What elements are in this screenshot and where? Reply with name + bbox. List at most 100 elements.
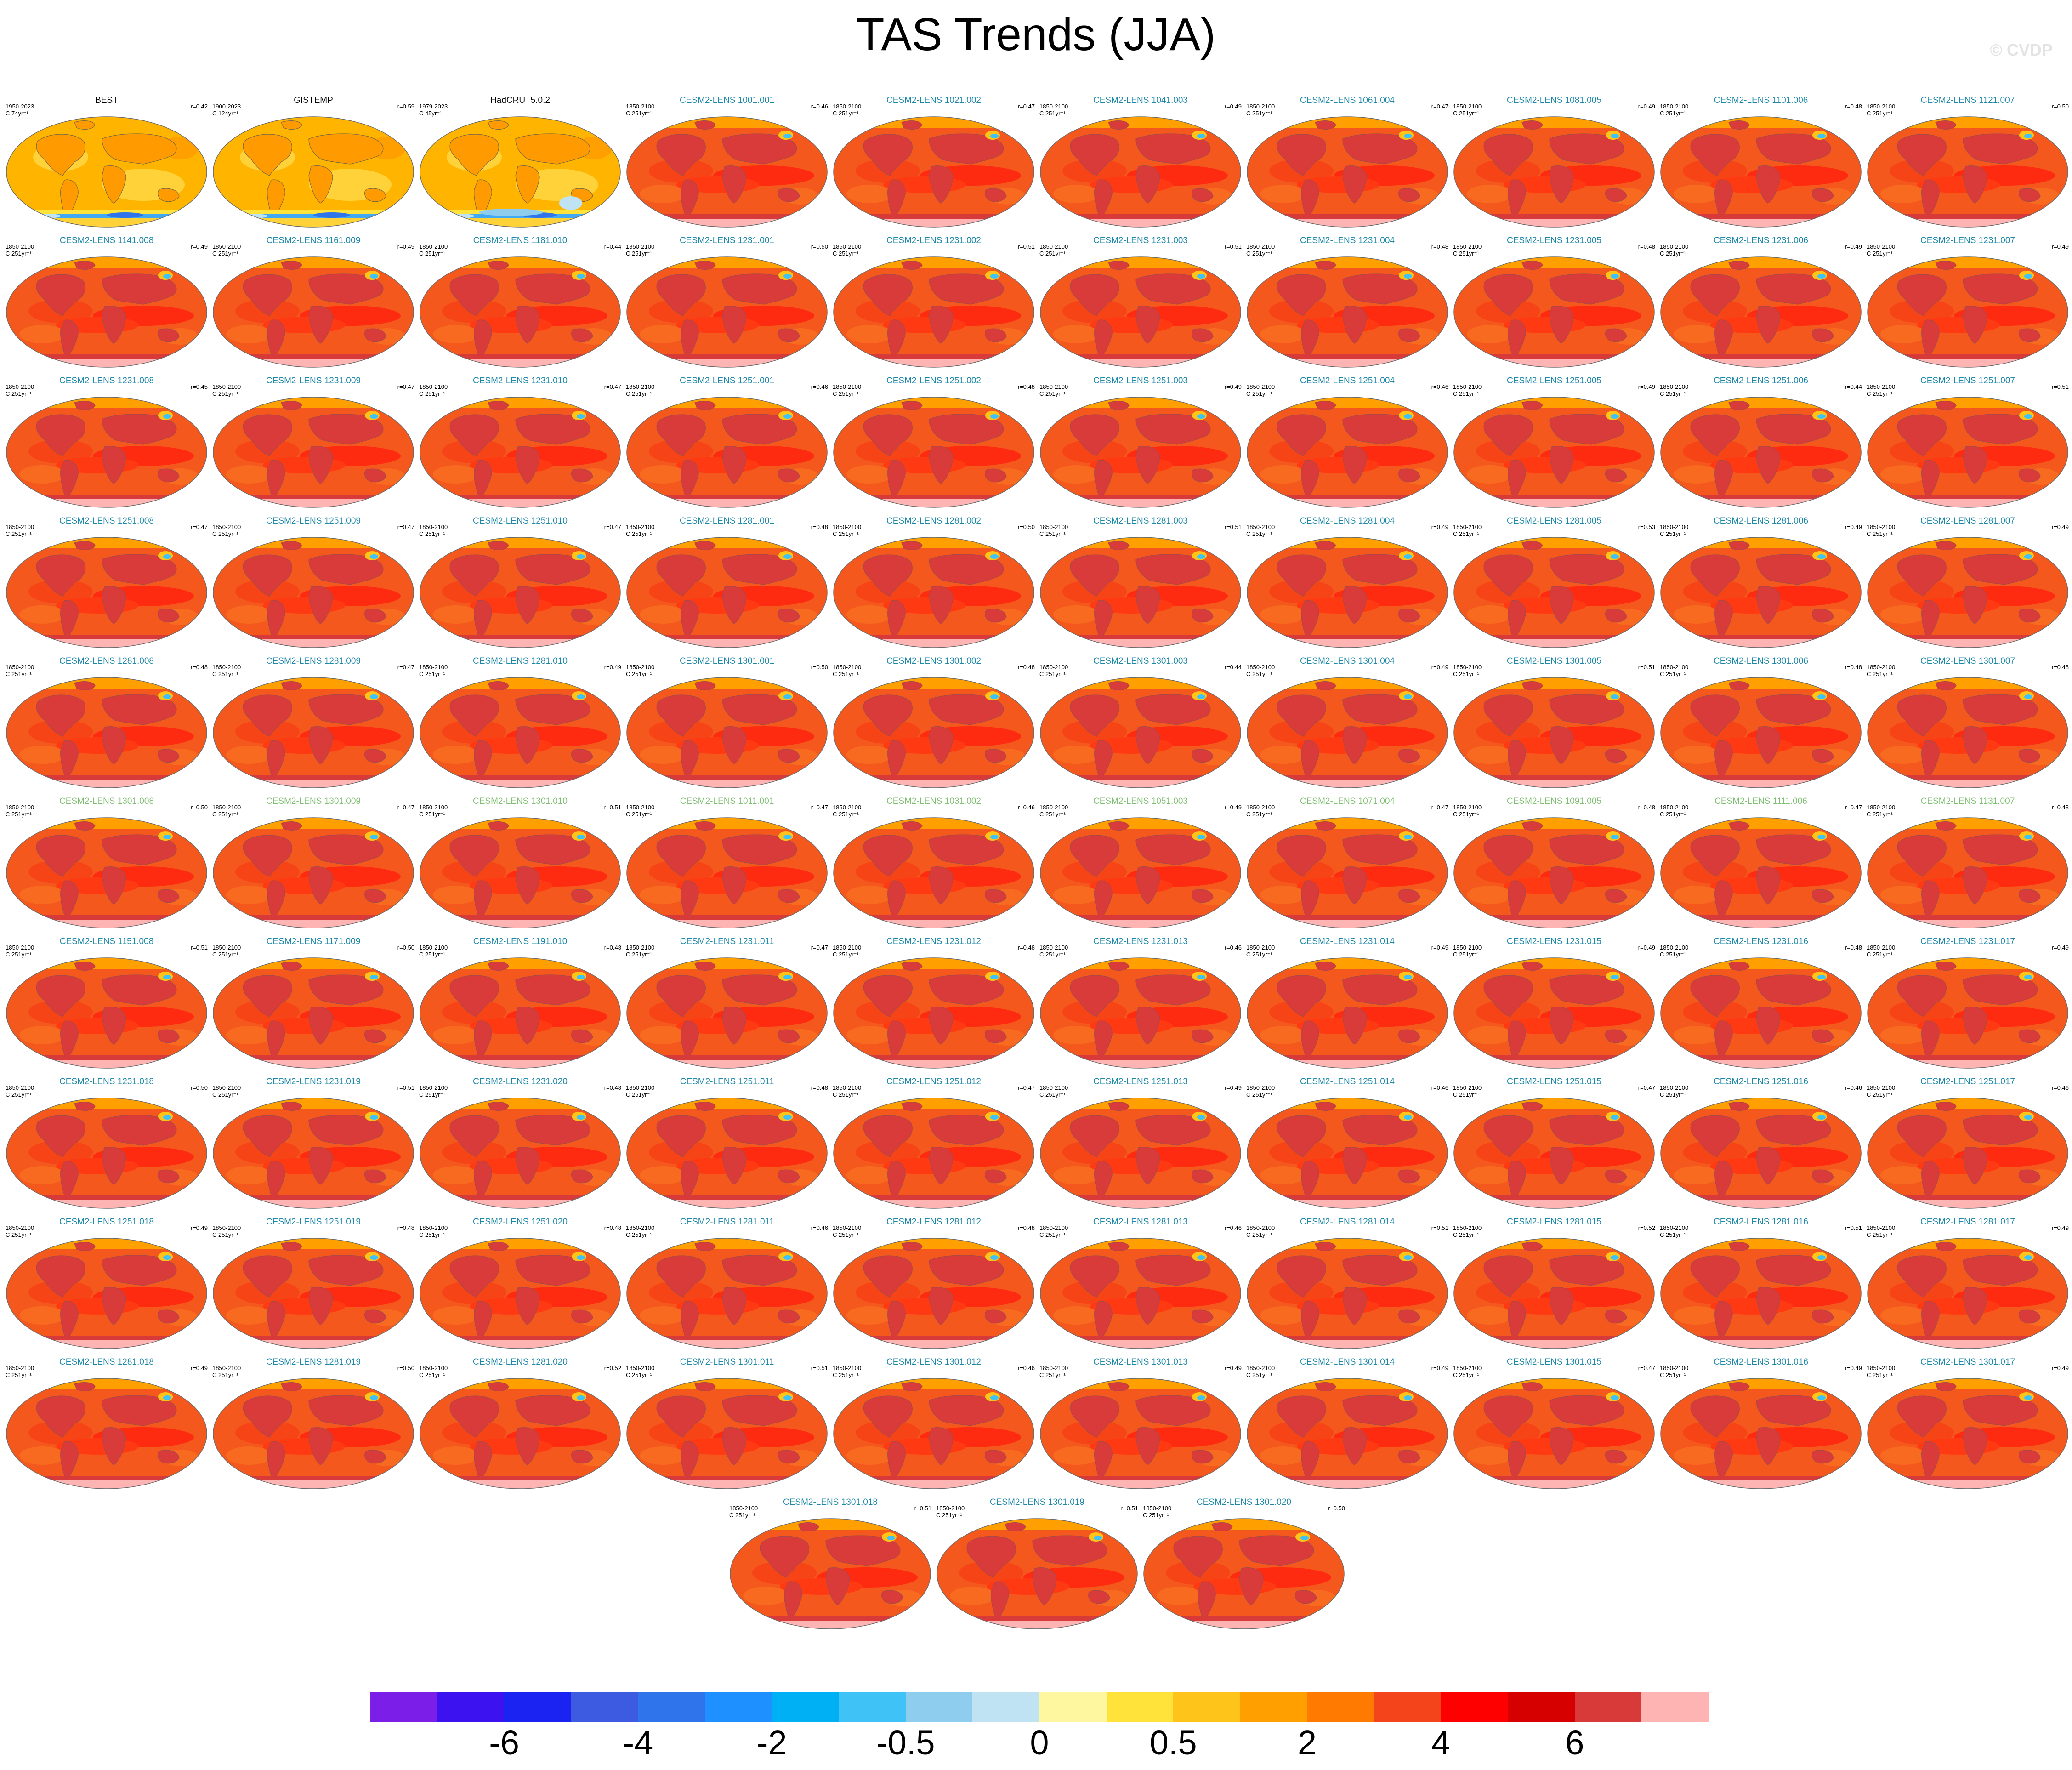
panel-title: CESM2-LENS 1251.006 [1714,376,1808,386]
panel-rate: C 251yr⁻¹ [1867,811,1893,818]
map-panel: CESM2-LENS 1231.014 1850-2100 C 251yr⁻¹ r=0… [1246,937,1448,1069]
map-panel: CESM2-LENS 1301.002 1850-2100 C 251yr⁻¹ r=0… [833,656,1035,789]
panel-rate: C 251yr⁻¹ [1453,250,1479,257]
panel-rate: C 251yr⁻¹ [833,1231,859,1238]
panel-period: 1850-2100 [1039,944,1068,951]
panel-period: 1850-2100 [1246,804,1275,811]
map-panel: CESM2-LENS 1251.013 1850-2100 C 251yr⁻¹ r=0… [1039,1077,1242,1209]
panel-period: 1850-2100 [833,664,862,671]
panel-period: 1850-2100 [212,1084,241,1091]
panel-rate: C 251yr⁻¹ [1039,1372,1066,1378]
trend-map [833,537,1034,648]
panel-title: CESM2-LENS 1301.018 [783,1497,878,1507]
panel-period: 1850-2100 [1039,1365,1068,1372]
panel-title: CESM2-LENS 1301.015 [1507,1357,1601,1367]
panel-title: CESM2-LENS 1231.002 [886,236,981,245]
panel-title: CESM2-LENS 1251.004 [1300,376,1395,386]
panel-title: CESM2-LENS 1061.004 [1300,96,1395,105]
trend-map [6,957,207,1069]
panel-rate: C 251yr⁻¹ [1039,1231,1066,1238]
panel-correlation: r=0.47 [1017,103,1035,110]
panel-correlation: r=0.51 [2051,383,2069,390]
panel-correlation: r=0.49 [2051,524,2069,530]
panel-correlation: r=0.59 [397,103,414,110]
panel-correlation: r=0.48 [1638,804,1655,811]
panel-correlation: r=0.48 [1017,664,1035,671]
panel-rate: C 251yr⁻¹ [212,1372,238,1378]
panel-correlation: r=0.48 [190,664,208,671]
colorbar-label: -0.5 [876,1724,935,1762]
map-panel: CESM2-LENS 1251.017 1850-2100 C 251yr⁻¹ r=0… [1867,1077,2069,1209]
map-panel: CESM2-LENS 1231.002 1850-2100 C 251yr⁻¹ r=0… [833,236,1035,368]
trend-map [420,1098,621,1209]
trend-map [213,256,414,368]
trend-map [1660,256,1862,368]
panel-rate: C 251yr⁻¹ [1867,390,1893,397]
panel-rate: C 251yr⁻¹ [833,671,859,677]
panel-period: 1850-2100 [626,243,655,250]
panel-title: CESM2-LENS 1081.005 [1507,96,1601,105]
panel-title: CESM2-LENS 1301.004 [1300,656,1395,666]
panel-rate: C 251yr⁻¹ [1039,811,1066,818]
panel-rate: C 251yr⁻¹ [419,530,445,537]
panel-rate: C 251yr⁻¹ [626,250,652,257]
panel-correlation: r=0.42 [190,103,208,110]
map-panel: CESM2-LENS 1231.019 1850-2100 C 251yr⁻¹ r=0… [212,1077,414,1209]
panel-title: CESM2-LENS 1071.004 [1300,797,1395,806]
panel-correlation: r=0.46 [811,1224,828,1231]
trend-map [1867,817,2068,928]
panel-correlation: r=0.47 [397,524,414,530]
panel-period: 1850-2100 [212,944,241,951]
panel-rate: C 251yr⁻¹ [626,671,652,677]
panel-rate: C 251yr⁻¹ [833,250,859,257]
colorbar-swatch [1641,1692,1709,1722]
panel-period: 1850-2100 [1246,1224,1275,1231]
panel-rate: C 251yr⁻¹ [1867,671,1893,677]
panel-period: 1850-2100 [1867,383,1896,390]
trend-map [1660,397,1862,508]
trend-map [833,116,1034,228]
panel-correlation: r=0.49 [1845,524,1862,530]
trend-map [1040,116,1241,228]
panel-title: CESM2-LENS 1231.019 [266,1077,361,1087]
map-panel: CESM2-LENS 1251.005 1850-2100 C 251yr⁻¹ r=0… [1453,376,1655,508]
panel-period: 1850-2100 [419,944,448,951]
trend-map [213,1098,414,1209]
panel-correlation: r=0.49 [1845,243,1862,250]
panel-period: 1850-2100 [626,1365,655,1372]
trend-map [1040,957,1241,1069]
colorbar-swatch [1508,1692,1575,1722]
trend-map [1453,397,1655,508]
trend-map [1453,957,1655,1069]
map-panel: CESM2-LENS 1031.002 1850-2100 C 251yr⁻¹ r=0… [833,797,1035,929]
panel-rate: C 251yr⁻¹ [626,1372,652,1378]
map-panel: CESM2-LENS 1231.006 1850-2100 C 251yr⁻¹ r=0… [1660,236,1862,368]
map-panel: CESM2-LENS 1281.014 1850-2100 C 251yr⁻¹ r=0… [1246,1217,1448,1349]
trend-map [833,1098,1034,1209]
panel-correlation: r=0.49 [604,664,621,671]
map-panel: CESM2-LENS 1231.018 1850-2100 C 251yr⁻¹ r=0… [6,1077,208,1209]
trend-map [6,537,207,648]
panel-period: 1850-2100 [833,1084,862,1091]
panel-rate: C 251yr⁻¹ [6,811,32,818]
panel-period: 1850-2100 [833,1365,862,1372]
panel-period: 1850-2100 [1867,664,1896,671]
panel-correlation: r=0.47 [604,524,621,530]
panel-title: CESM2-LENS 1281.012 [886,1217,981,1227]
panel-title: CESM2-LENS 1011.001 [680,797,774,806]
map-panel: CESM2-LENS 1281.002 1850-2100 C 251yr⁻¹ r=0… [833,516,1035,649]
panel-title: CESM2-LENS 1231.018 [59,1077,154,1087]
colorbar-label: 0.5 [1149,1724,1197,1762]
trend-map [833,957,1034,1069]
map-panel: CESM2-LENS 1301.005 1850-2100 C 251yr⁻¹ r=0… [1453,656,1655,789]
panel-rate: C 251yr⁻¹ [212,250,238,257]
panel-period: 1850-2100 [1453,1365,1482,1372]
panel-period: 1850-2100 [212,804,241,811]
map-panel: CESM2-LENS 1301.013 1850-2100 C 251yr⁻¹ r=0… [1039,1357,1242,1490]
panel-rate: C 251yr⁻¹ [1867,250,1893,257]
panel-period: 1850-2100 [833,524,862,530]
trend-map [626,817,828,928]
map-panel: CESM2-LENS 1251.004 1850-2100 C 251yr⁻¹ r=0… [1246,376,1448,508]
panel-correlation: r=0.50 [397,944,414,951]
trend-map [626,1238,828,1349]
